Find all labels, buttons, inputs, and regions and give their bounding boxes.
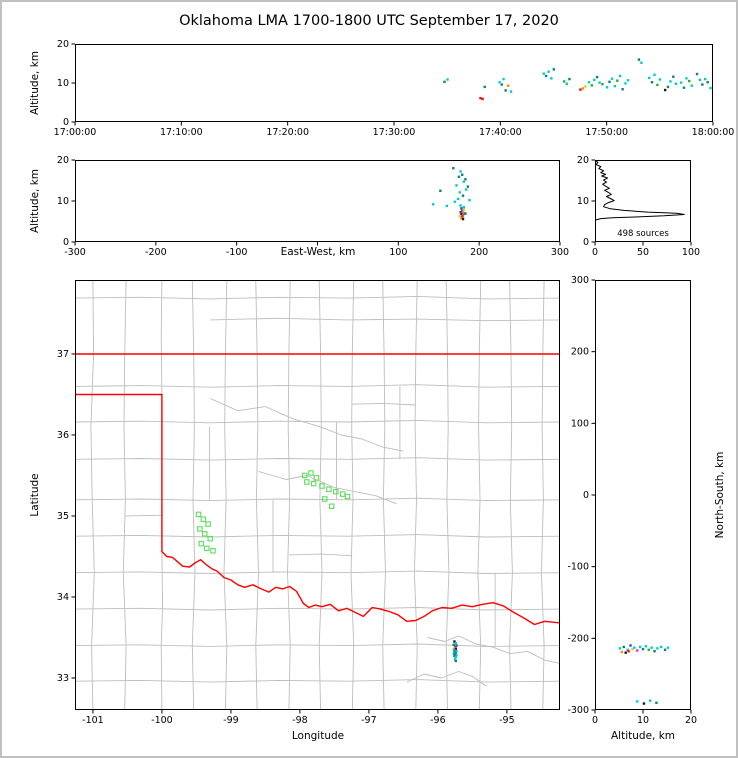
svg-text:20: 20 — [57, 155, 69, 166]
svg-text:0: 0 — [583, 490, 589, 501]
svg-text:10: 10 — [57, 196, 69, 207]
svg-text:18:00:00: 18:00:00 — [692, 127, 735, 138]
svg-text:100: 100 — [682, 247, 700, 258]
svg-text:17:00:00: 17:00:00 — [54, 127, 97, 138]
svg-text:-99: -99 — [223, 715, 239, 726]
north-south-height-panel: 0 10 20 -300 -200 -100 0 100 200 300 — [567, 275, 697, 726]
svg-text:0: 0 — [63, 117, 69, 128]
svg-text:-300: -300 — [567, 705, 589, 716]
svg-text:-96: -96 — [430, 715, 446, 726]
svg-text:-100: -100 — [226, 247, 248, 258]
svg-text:17:30:00: 17:30:00 — [373, 127, 416, 138]
svg-text:17:50:00: 17:50:00 — [585, 127, 628, 138]
svg-text:20: 20 — [685, 715, 697, 726]
svg-text:0: 0 — [592, 715, 598, 726]
svg-text:10: 10 — [577, 196, 589, 207]
svg-text:20: 20 — [577, 155, 589, 166]
svg-text:10: 10 — [637, 715, 649, 726]
svg-text:36: 36 — [57, 430, 69, 441]
svg-text:0: 0 — [583, 237, 589, 248]
svg-text:-101: -101 — [82, 715, 104, 726]
svg-text:35: 35 — [57, 511, 69, 522]
time-height-panel: 17:00:00 17:10:00 17:20:00 17:30:00 17:40:00… — [54, 39, 735, 138]
svg-text:20: 20 — [57, 39, 69, 50]
plan-view-map-panel: -101 -100 -99 -98 -97 -96 -95 33 34 35 36 37 — [57, 280, 560, 726]
y-axis-label-time-panel: Altitude, km — [29, 50, 41, 116]
svg-text:-200: -200 — [567, 633, 589, 644]
x-axis-label-map-panel: Longitude — [291, 730, 345, 742]
svg-text:17:40:00: 17:40:00 — [479, 127, 522, 138]
svg-text:498 sources: 498 sources — [617, 229, 669, 239]
x-axis-label-ew-panel: East-West, km — [280, 246, 356, 258]
svg-text:37: 37 — [57, 349, 69, 360]
x-axis-label-ns-panel: Altitude, km — [610, 730, 676, 742]
y-axis-label-ew-panel: Altitude, km — [29, 168, 41, 234]
figure-title: Oklahoma LMA 1700-1800 UTC September 17,… — [179, 13, 559, 29]
altitude-histogram-panel: 0 50 100 0 10 20 498 sources — [577, 155, 700, 258]
svg-text:-95: -95 — [499, 715, 515, 726]
svg-text:0: 0 — [63, 237, 69, 248]
svg-text:-98: -98 — [292, 715, 308, 726]
east-west-height-panel: -300 -200 -100 100 200 300 0 10 20 — [57, 155, 569, 258]
svg-text:100: 100 — [389, 247, 407, 258]
svg-text:0: 0 — [592, 247, 598, 258]
svg-text:-97: -97 — [361, 715, 377, 726]
svg-text:10: 10 — [57, 78, 69, 89]
svg-text:33: 33 — [57, 673, 69, 684]
svg-text:17:20:00: 17:20:00 — [266, 127, 309, 138]
svg-text:-200: -200 — [145, 247, 167, 258]
svg-text:-300: -300 — [64, 247, 86, 258]
svg-text:50: 50 — [637, 247, 649, 258]
svg-text:300: 300 — [551, 247, 569, 258]
svg-text:-100: -100 — [151, 715, 173, 726]
svg-text:17:10:00: 17:10:00 — [160, 127, 203, 138]
svg-text:100: 100 — [571, 418, 589, 429]
y-axis-label-ns-panel: North-South, km — [714, 451, 726, 539]
svg-text:34: 34 — [57, 592, 69, 603]
svg-text:-100: -100 — [567, 562, 589, 573]
y-axis-label-map-panel: Latitude — [29, 473, 41, 517]
svg-text:200: 200 — [571, 347, 589, 358]
svg-text:200: 200 — [470, 247, 488, 258]
svg-text:300: 300 — [571, 275, 589, 286]
